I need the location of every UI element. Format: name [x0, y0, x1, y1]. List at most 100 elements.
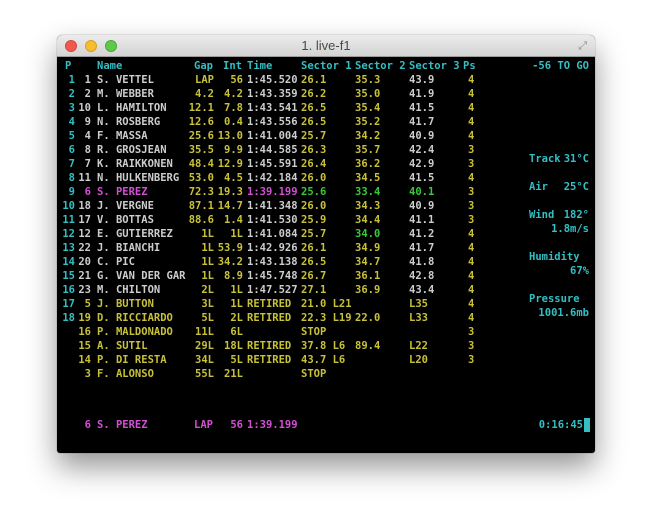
row-lap-time: 1:41.348: [247, 200, 298, 212]
row-pit-stops: 4: [468, 102, 475, 114]
row-pit-stops: 3: [468, 186, 475, 198]
row-car-number: 11: [78, 172, 91, 184]
row-car-number: 6: [84, 186, 91, 198]
row-lap-time: 1:44.585: [247, 144, 298, 156]
row-car-number: 23: [78, 284, 91, 296]
row-sector-2: 35.7: [355, 144, 381, 156]
row-sector-1: 26.1: [301, 242, 327, 254]
row-driver-name: P. DI RESTA: [97, 354, 167, 366]
row-position: 6: [68, 144, 75, 156]
row-car-number: 20: [78, 256, 91, 268]
row-gap: 87.1: [188, 200, 214, 212]
row-driver-name: R. GROSJEAN: [97, 144, 167, 156]
row-lap-time: 1:43.556: [247, 116, 298, 128]
header-position: P: [65, 60, 72, 72]
row-position: 3: [68, 102, 75, 114]
pressure-value: 1001.6mb: [538, 307, 589, 319]
row-sector-3: 41.1: [409, 214, 435, 226]
row-sector-1: 21.0 L21: [301, 298, 352, 310]
row-sector-1: 27.1: [301, 284, 327, 296]
row-sector-1: 26.0: [301, 200, 327, 212]
row-lap-time: RETIRED: [247, 340, 292, 352]
row-sector-2: 36.9: [355, 284, 381, 296]
row-sector-3: 41.8: [409, 256, 435, 268]
row-car-number: 21: [78, 270, 91, 282]
row-position: 9: [68, 186, 75, 198]
header-interval: Int: [223, 60, 242, 72]
row-sector-3: 41.5: [409, 172, 435, 184]
row-sector-2: 35.0: [355, 88, 381, 100]
row-sector-1: 26.5: [301, 256, 327, 268]
row-position: 16: [62, 284, 75, 296]
row-position: 1: [68, 74, 75, 86]
row-sector-1: 26.1: [301, 74, 327, 86]
row-driver-name: J. BIANCHI: [97, 242, 161, 254]
row-sector-1: 26.0: [301, 172, 327, 184]
row-position: 18: [62, 312, 75, 324]
row-sector-1: 26.4: [301, 158, 327, 170]
header-gap: Gap: [194, 60, 213, 72]
row-driver-name: N. ROSBERG: [97, 116, 161, 128]
zoom-button[interactable]: [105, 40, 117, 52]
row-driver-name: J. VERGNE: [97, 200, 154, 212]
header-pit-stops: Ps: [463, 60, 476, 72]
row-sector-2: 35.2: [355, 116, 381, 128]
row-sector-1: 37.8 L6: [301, 340, 346, 352]
row-driver-name: J. BUTTON: [97, 298, 154, 310]
minimize-button[interactable]: [85, 40, 97, 52]
row-interval: 1L: [230, 298, 243, 310]
row-lap-time: RETIRED: [247, 312, 292, 324]
humidity-value: 67%: [570, 265, 589, 277]
row-interval: 9.9: [224, 144, 243, 156]
row-car-number: 18: [78, 200, 91, 212]
row-sector-2: 34.9: [355, 242, 381, 254]
row-sector-2: 34.5: [355, 172, 381, 184]
header-sector-3: Sector 3: [409, 60, 460, 72]
row-pit-stops: 4: [468, 270, 475, 282]
row-interval: 18L: [224, 340, 243, 352]
row-gap: 34L: [195, 354, 214, 366]
row-interval: 13.0: [217, 130, 243, 142]
row-interval: 7.8: [224, 102, 243, 114]
row-sector-3: 41.7: [409, 242, 435, 254]
row-sector-2: 34.2: [355, 130, 381, 142]
row-sector-1: 26.7: [301, 270, 327, 282]
row-sector-1: 25.9: [301, 214, 327, 226]
row-sector-3: 40.1: [409, 186, 435, 198]
row-car-number: 19: [78, 312, 91, 324]
row-interval: 2L: [230, 312, 243, 324]
row-sector-3: 41.9: [409, 88, 435, 100]
title-bar: 1. live-f1 ⤢: [57, 35, 595, 57]
row-pit-stops: 3: [468, 144, 475, 156]
row-sector-3: L20: [409, 354, 428, 366]
row-sector-3: 40.9: [409, 130, 435, 142]
row-sector-3: L33: [409, 312, 428, 324]
terminal-content[interactable]: P Name Gap Int Time Sector 1 Sector 2 Se…: [57, 57, 595, 453]
row-sector-1: 26.2: [301, 88, 327, 100]
row-pit-stops: 4: [468, 130, 475, 142]
row-gap: 1L: [201, 256, 214, 268]
row-sector-2: 34.4: [355, 214, 381, 226]
row-sector-3: L22: [409, 340, 428, 352]
row-sector-1: 43.7 L6: [301, 354, 346, 366]
row-interval: 21L: [224, 368, 243, 380]
row-sector-1: STOP: [301, 368, 327, 380]
cursor: [584, 418, 590, 432]
row-driver-name: C. PIC: [97, 256, 135, 268]
row-lap-time: 1:41.084: [247, 228, 298, 240]
row-lap-time: 1:39.199: [247, 186, 298, 198]
row-driver-name: N. HULKENBERG: [97, 172, 180, 184]
row-pit-stops: 4: [468, 312, 475, 324]
close-button[interactable]: [65, 40, 77, 52]
row-interval: 4.5: [224, 172, 243, 184]
laps-to-go: -56 TO GO: [532, 60, 589, 72]
row-gap: 88.6: [188, 214, 214, 226]
row-position: 15: [62, 270, 75, 282]
row-sector-3: 42.8: [409, 270, 435, 282]
row-lap-time: 1:45.520: [247, 74, 298, 86]
row-sector-1: 25.6: [301, 186, 327, 198]
row-lap-time: RETIRED: [247, 354, 292, 366]
row-driver-name: E. GUTIERREZ: [97, 228, 173, 240]
row-gap: 4.2: [195, 88, 214, 100]
fullscreen-icon[interactable]: ⤢: [578, 39, 587, 52]
